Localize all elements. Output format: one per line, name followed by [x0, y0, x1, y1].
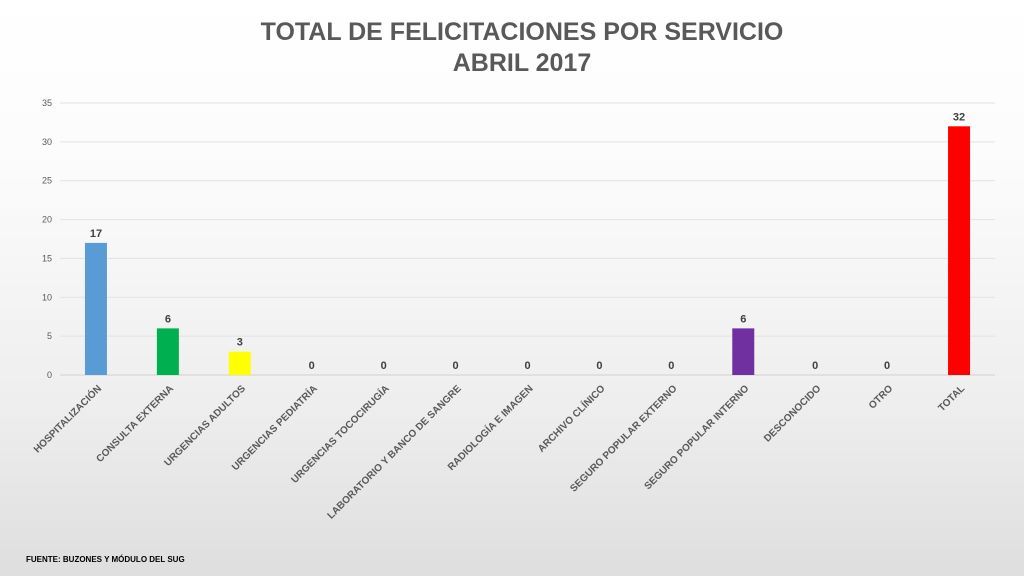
data-label: 0 — [596, 360, 602, 372]
y-tick-label: 5 — [47, 331, 52, 341]
data-label: 0 — [668, 360, 674, 372]
data-label: 6 — [740, 313, 746, 325]
bar — [156, 328, 179, 375]
source-note: FUENTE: BUZONES Y MÓDULO DEL SUG — [26, 555, 185, 564]
bar — [948, 126, 971, 375]
y-tick-label: 25 — [42, 176, 52, 186]
data-label: 0 — [309, 360, 315, 372]
x-tick-label: TOTAL — [936, 383, 967, 414]
y-tick-label: 30 — [42, 137, 52, 147]
bar — [732, 328, 755, 375]
y-tick-label: 35 — [42, 98, 52, 108]
x-tick-label: CONSULTA EXTERNA — [95, 383, 177, 465]
y-tick-label: 0 — [47, 370, 52, 380]
bar — [84, 242, 107, 375]
y-tick-label: 10 — [42, 292, 52, 302]
gridlines — [60, 102, 995, 376]
x-tick-label: DESCONOCIDO — [762, 383, 823, 444]
data-labels: 17 6 3 0 0 0 0 0 0 6 0 0 32 — [90, 111, 965, 372]
y-tick-label: 20 — [42, 215, 52, 225]
chart-subtitle: ABRIL 2017 — [452, 49, 592, 77]
bar — [228, 351, 251, 375]
data-label: 0 — [884, 360, 890, 372]
x-tick-label: LABORATORIO Y BANCO DE SANGRE — [326, 383, 464, 521]
y-axis-ticks: 0 5 10 15 20 25 30 35 — [42, 98, 52, 380]
x-tick-label: HOSPITALIZACIÓN — [31, 382, 104, 455]
chart-title: TOTAL DE FELICITACIONES POR SERVICIO — [260, 18, 784, 46]
data-label: 0 — [812, 360, 818, 372]
data-label: 32 — [953, 111, 965, 123]
x-tick-label: OTRO — [867, 383, 895, 411]
data-label: 0 — [453, 360, 459, 372]
data-label: 3 — [237, 337, 243, 349]
x-tick-label: ARCHIVO CLÍNICO — [535, 382, 608, 455]
bars — [84, 126, 971, 375]
data-label: 6 — [165, 313, 171, 325]
y-tick-label: 15 — [42, 253, 52, 263]
x-tick-label: URGENCIAS ADULTOS — [162, 383, 248, 469]
data-label: 0 — [524, 360, 530, 372]
data-label: 0 — [381, 360, 387, 372]
data-label: 17 — [90, 228, 102, 240]
